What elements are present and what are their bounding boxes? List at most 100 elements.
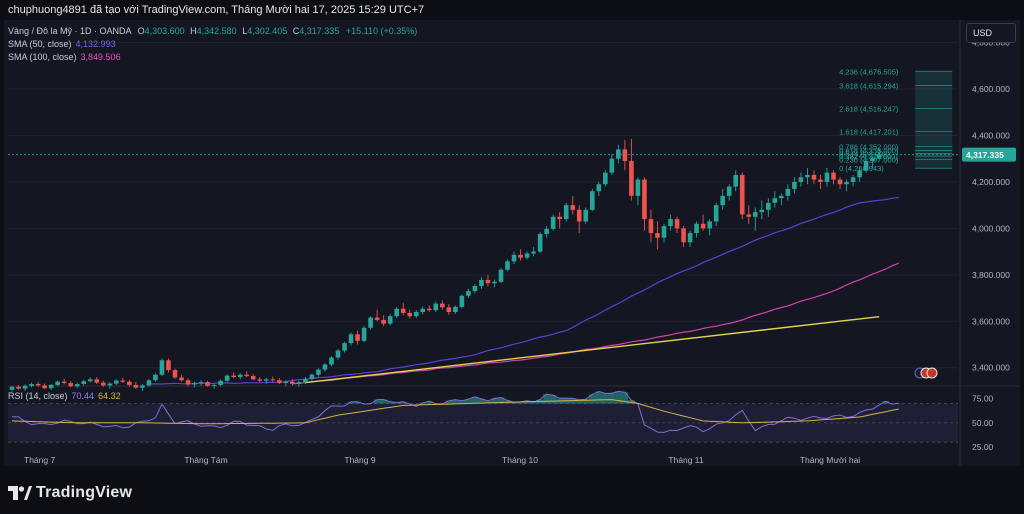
candle-body [198,382,204,384]
candle-body [746,214,752,217]
candle-body [413,312,419,317]
candle-body [524,253,530,258]
candle-body [811,174,817,180]
candle-body [466,291,471,296]
time-axis[interactable]: Tháng 7 Tháng Tám Tháng 9 Tháng 10 Tháng 11 T… [24,455,860,465]
candle-body [857,170,862,178]
candle-body [55,381,60,385]
candle-body [257,379,263,381]
candle-body [387,316,393,324]
candle-body [752,212,758,217]
candle-body [661,226,667,238]
ohlc-high: H4,342.580 [190,26,237,36]
tradingview-brand: TradingView [36,484,133,501]
candle-body [635,179,641,196]
candle-body [805,174,810,178]
candle-body [850,177,856,182]
candle-body [355,334,360,341]
candle-body [537,233,543,252]
candle-body [707,221,712,229]
candle-body [48,384,54,389]
candle-body [785,188,791,196]
candle-body [779,195,784,199]
candle-body [583,209,589,222]
currency-button[interactable]: USD [966,23,1016,43]
rsi-tick-label: 25.00 [972,442,994,452]
candle-body [42,385,47,389]
candle-body [407,312,413,317]
legend-symbol-row: Vàng / Đô la Mỹ · 1D · OANDA O4,303.600 … [8,26,417,36]
candle-body [179,377,184,381]
price-chart[interactable]: 4.236 (4,676.505) 3.618 (4,615.294) 2.618 … [0,0,1024,466]
sma50-line [148,196,899,385]
fib-level-label: 1.618 (4,417.201) [839,127,899,136]
price-change: +15.110 (+0.35%) [345,26,418,36]
price-tick-label: 4,000.000 [972,223,1010,233]
candle-body [674,219,680,229]
fib-level-label: 0.786 (4,352.000) [839,143,899,152]
candle-body [733,174,739,187]
candle-body [544,228,549,234]
candle-body [863,161,869,171]
candle-body [335,350,341,358]
price-tick-label: 3,400.000 [972,363,1010,373]
candle-body [316,369,321,375]
candle-body [185,380,191,385]
candle-body [668,219,673,227]
candle-body [159,360,165,375]
candle-body [505,261,510,270]
candle-body [22,385,28,389]
footer [0,466,1024,514]
candle-body [426,308,432,311]
candle-body [296,382,302,384]
price-tick-label: 3,600.000 [972,316,1010,326]
time-tick-label: Tháng 11 [668,455,704,465]
candle-body [381,319,386,324]
legend-rsi-row[interactable]: RSI (14, close) 70.44 64.32 [8,391,121,401]
candle-body [589,191,595,210]
candle-body [35,384,41,386]
candle-body [681,228,686,243]
sma100-line [292,262,899,385]
candle-body [472,285,478,292]
sma50-label: SMA (50, close) [8,39,72,49]
candle-body [153,374,158,381]
price-tick-label: 4,600.000 [972,84,1010,94]
candle-body [127,381,132,385]
candles [9,138,938,392]
candle-body [629,161,634,196]
legend-sma50-row[interactable]: SMA (50, close) 4,132.993 [8,39,116,49]
candle-body [876,154,882,159]
price-axis[interactable]: 3,400.000 3,600.000 3,800.000 4,000.000 4,20… [962,38,1016,373]
price-tick-label: 4,400.000 [972,130,1010,140]
rsi-ma-line [11,399,899,425]
last-price-tag [962,147,1016,162]
sma100-label: SMA (100, close) [8,52,77,62]
candle-body [687,233,693,243]
legend-sma100-row[interactable]: SMA (100, close) 3,849.506 [8,52,121,62]
candle-body [16,386,21,389]
candle-body [290,381,295,384]
time-tick-label: Tháng 7 [24,455,55,465]
candle-body [511,254,517,262]
fib-level-label: 0.5 (4,323.000) [839,149,890,158]
trendline [305,315,880,384]
rsi-value: 70.44 [71,391,95,401]
candle-body [492,281,497,284]
candle-body [818,179,823,182]
candle-body [837,179,843,185]
fib-zone [915,71,953,169]
candle-body [146,380,152,386]
fib-level-label: 2.618 (4,516.247) [839,104,899,113]
rsi-ma-value: 64.32 [98,391,121,401]
candle-body [218,380,223,385]
ohlc-close: C4,317.335 [292,26,340,36]
candle-body [603,172,608,185]
candle-body [231,375,236,378]
candle-body [700,223,706,229]
fibonacci-extension[interactable]: 4.236 (4,676.505) 3.618 (4,615.294) 2.618 … [839,67,953,173]
candle-body [329,357,334,365]
candle-body [172,370,178,378]
candle-body [831,172,836,180]
candle-body [29,384,34,386]
